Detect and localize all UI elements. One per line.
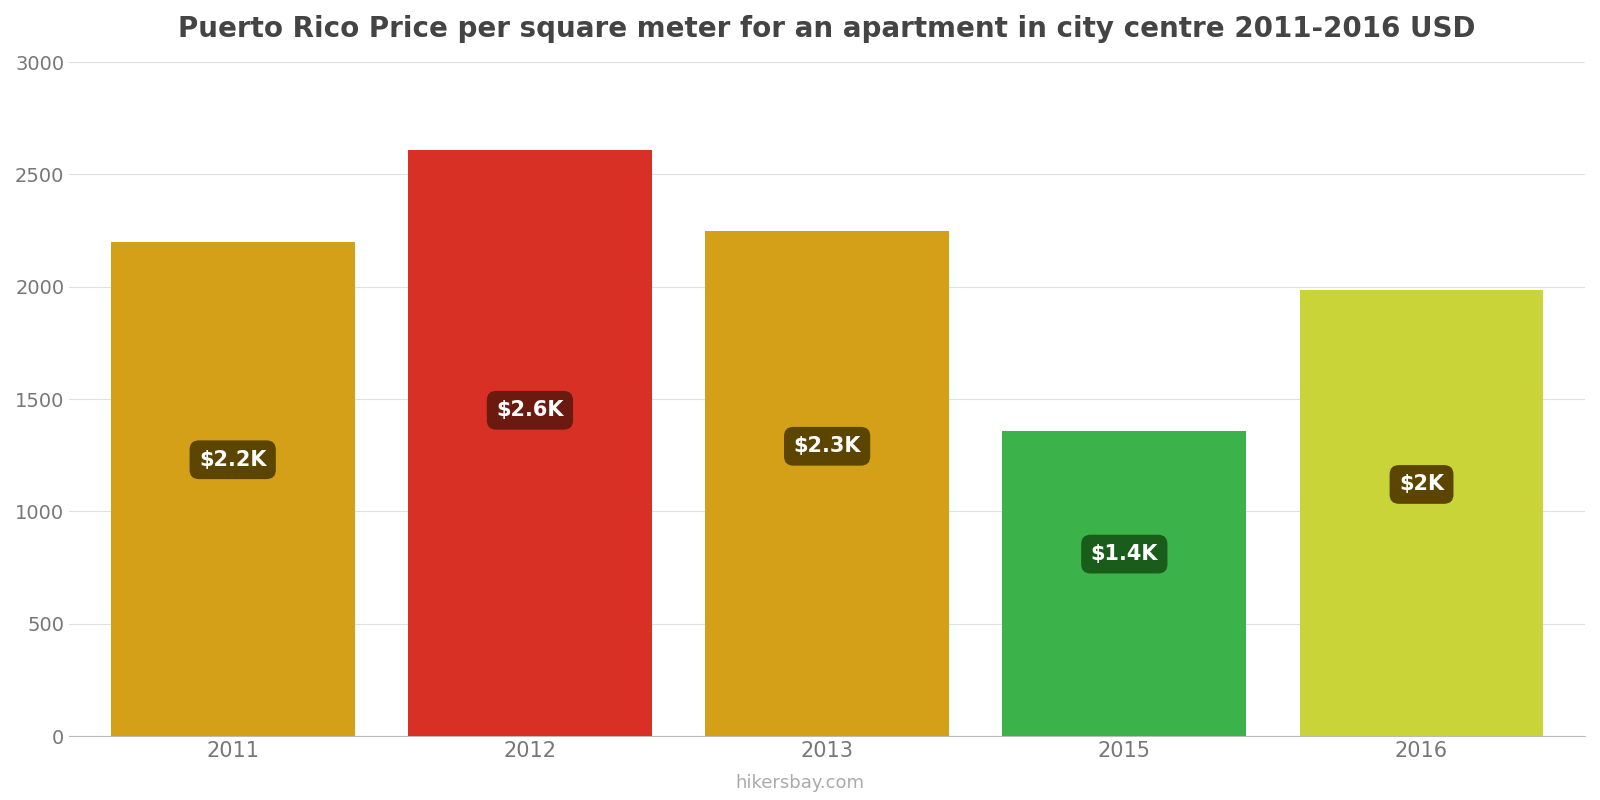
- Text: $2.2K: $2.2K: [198, 450, 267, 470]
- Bar: [110, 242, 355, 736]
- Text: $2.6K: $2.6K: [496, 400, 563, 420]
- Text: $1.4K: $1.4K: [1091, 544, 1158, 564]
- Bar: [408, 150, 651, 736]
- Bar: [1299, 290, 1544, 736]
- Text: hikersbay.com: hikersbay.com: [736, 774, 864, 792]
- Title: Puerto Rico Price per square meter for an apartment in city centre 2011-2016 USD: Puerto Rico Price per square meter for a…: [178, 15, 1475, 43]
- Text: $2K: $2K: [1398, 474, 1445, 494]
- Text: $2.3K: $2.3K: [794, 436, 861, 456]
- Bar: [1003, 430, 1246, 736]
- Bar: [706, 230, 949, 736]
